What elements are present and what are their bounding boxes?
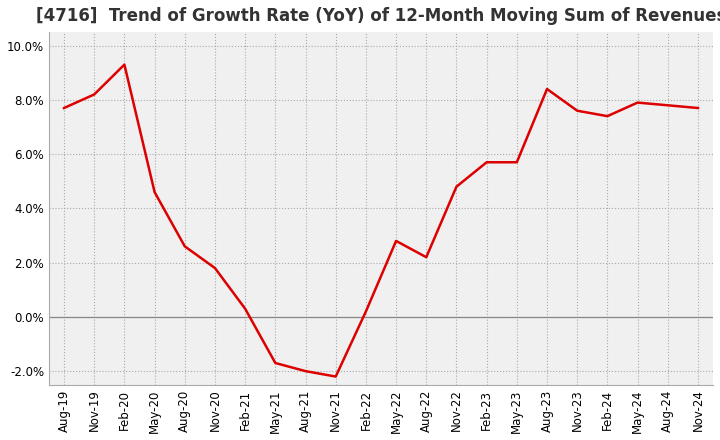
Title: [4716]  Trend of Growth Rate (YoY) of 12-Month Moving Sum of Revenues: [4716] Trend of Growth Rate (YoY) of 12-… (36, 7, 720, 25)
